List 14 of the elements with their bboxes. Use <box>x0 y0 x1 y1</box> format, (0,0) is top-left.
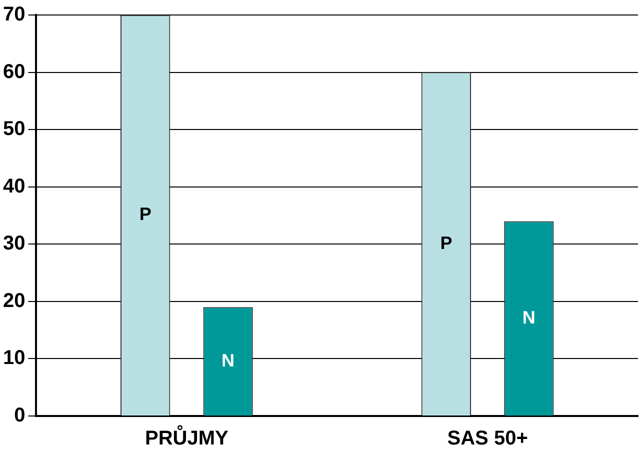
y-tick-label: 10 <box>2 347 26 370</box>
y-tick-label: 50 <box>2 118 26 140</box>
y-tick-label: 70 <box>2 4 26 26</box>
y-tick-label: 20 <box>2 290 26 312</box>
x-tick-label: SAS 50+ <box>447 428 528 450</box>
text: N <box>222 350 235 370</box>
y-tick-label: 30 <box>2 232 26 255</box>
text: P <box>440 232 452 253</box>
y-tick-label: 40 <box>2 175 26 198</box>
x-tick-label: PRŮJMY <box>145 424 230 450</box>
series-label: P <box>139 204 152 224</box>
y-tick-label: 0 <box>14 404 26 427</box>
y-tick-label: 60 <box>2 60 26 83</box>
series-label: N <box>522 307 536 328</box>
